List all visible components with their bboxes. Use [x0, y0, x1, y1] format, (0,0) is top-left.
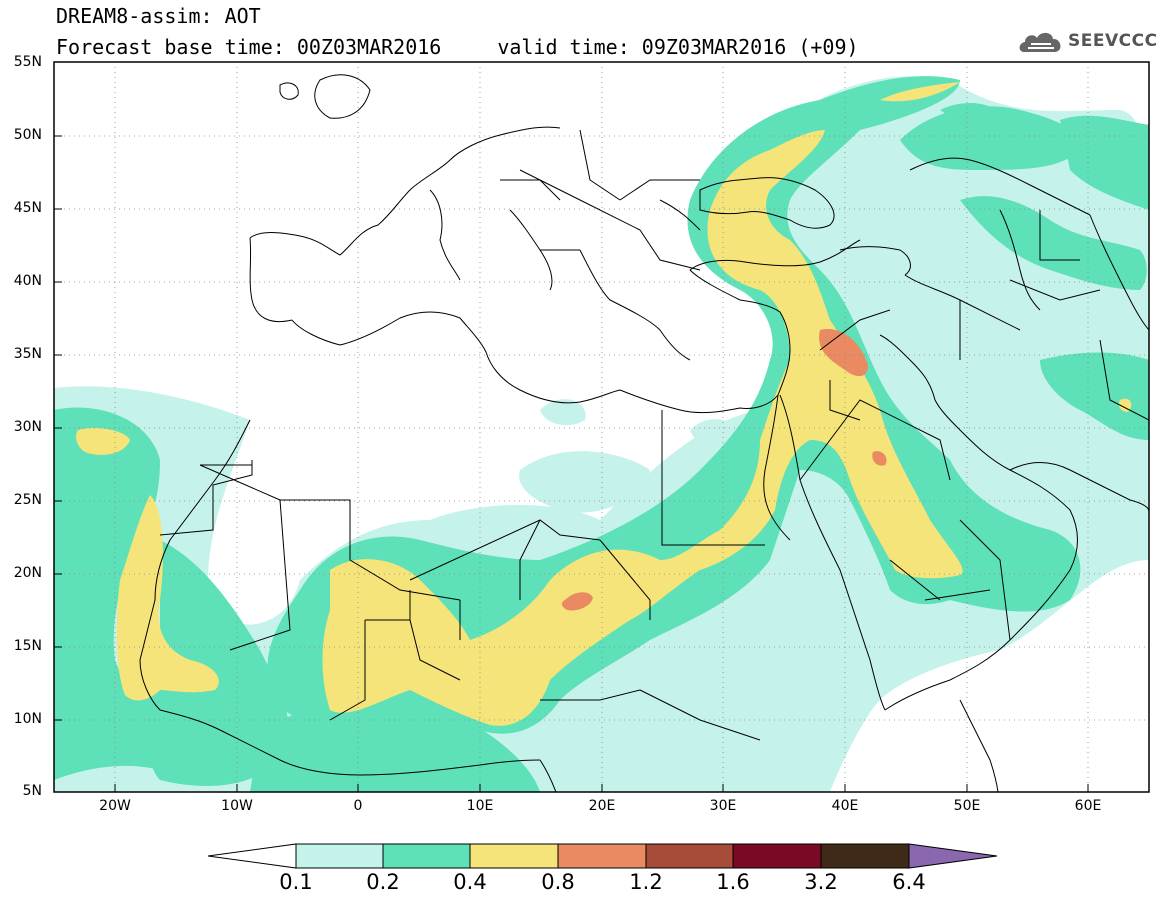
chart-title: DREAM8-assim: AOT — [56, 4, 261, 28]
colorbar-label-0-8: 0.8 — [541, 870, 575, 894]
colorbar-label-6-4: 6.4 — [892, 870, 926, 894]
aot-level-0-2 — [54, 76, 1149, 792]
lat-label-15n: 15N — [13, 638, 42, 654]
colorbar-label-0-4: 0.4 — [453, 870, 487, 894]
logo-text: SEEVCCC — [1068, 31, 1158, 51]
coastlines-borders — [139, 74, 1149, 792]
colorbar-label-0-2: 0.2 — [366, 870, 400, 894]
graticule — [54, 62, 1149, 792]
lat-label-55n: 55N — [13, 54, 42, 70]
base-time: Forecast base time: 00Z03MAR2016 — [56, 35, 442, 59]
aot-level-0-8 — [561, 329, 887, 611]
lon-label-30e: 30E — [709, 798, 737, 814]
lat-label-35n: 35N — [13, 346, 42, 362]
seevccc-logo: SEEVCCC — [1018, 26, 1158, 56]
axis-ticks — [54, 61, 1089, 792]
colorbar-label-1-2: 1.2 — [629, 870, 663, 894]
lat-label-5n: 5N — [22, 783, 42, 799]
lat-label-50n: 50N — [13, 127, 42, 143]
lon-label-50e: 50E — [953, 798, 981, 814]
lon-label-40e: 40E — [831, 798, 859, 814]
colorbar-label-1-6: 1.6 — [716, 870, 750, 894]
chart-subtitle: Forecast base time: 00Z03MAR2016 valid ti… — [56, 36, 859, 58]
lat-label-25n: 25N — [13, 492, 42, 508]
colorbar-label-0-1: 0.1 — [279, 870, 313, 894]
lon-label-10e: 10E — [466, 798, 494, 814]
lon-label-20e: 20E — [588, 798, 616, 814]
lat-label-30n: 30N — [13, 419, 42, 435]
aot-field — [54, 76, 1149, 792]
lat-label-10n: 10N — [13, 711, 42, 727]
lon-label-20w: 20W — [99, 798, 131, 814]
colorbar-label-3-2: 3.2 — [804, 870, 838, 894]
lon-label-60e: 60E — [1074, 798, 1102, 814]
lat-label-20n: 20N — [13, 565, 42, 581]
cloud-icon — [1019, 32, 1061, 52]
lat-label-40n: 40N — [13, 273, 42, 289]
lat-label-45n: 45N — [13, 200, 42, 216]
lon-label-0: 0 — [353, 798, 363, 814]
lon-label-10w: 10W — [221, 798, 253, 814]
valid-time: valid time: 09Z03MAR2016 (+09) — [497, 35, 859, 59]
